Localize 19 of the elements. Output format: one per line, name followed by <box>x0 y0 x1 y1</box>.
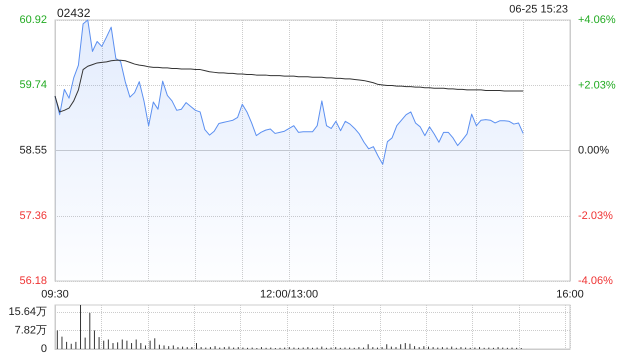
y-tick-label: 56.18 <box>19 275 47 287</box>
x-tick-label: 09:30 <box>41 288 69 300</box>
line-series <box>54 60 524 112</box>
x-tick-label: 12:00/13:00 <box>260 288 318 300</box>
y-tick-label: 59.74 <box>19 78 47 91</box>
y-tick-label: 57.36 <box>19 210 47 222</box>
chart-title: 02432 <box>57 6 91 20</box>
y-tick-label: 7.82万 <box>14 324 47 336</box>
y2-tick-label: -4.06% <box>578 275 614 287</box>
y2-tick-label: -2.03% <box>578 210 614 222</box>
y2-tick-label: +4.06% <box>578 14 616 26</box>
y-tick-label: 0 <box>40 343 47 355</box>
x-tick-label: 16:00 <box>556 288 584 300</box>
text: 06-25 15:23 <box>509 4 568 16</box>
y-tick-label: 15.64万 <box>8 306 47 318</box>
y2-tick-label: 0.00% <box>578 144 610 156</box>
y2-tick-label: +2.03% <box>578 79 616 92</box>
y-tick-label: 60.92 <box>19 14 47 26</box>
y-tick-label: 58.55 <box>19 144 47 156</box>
